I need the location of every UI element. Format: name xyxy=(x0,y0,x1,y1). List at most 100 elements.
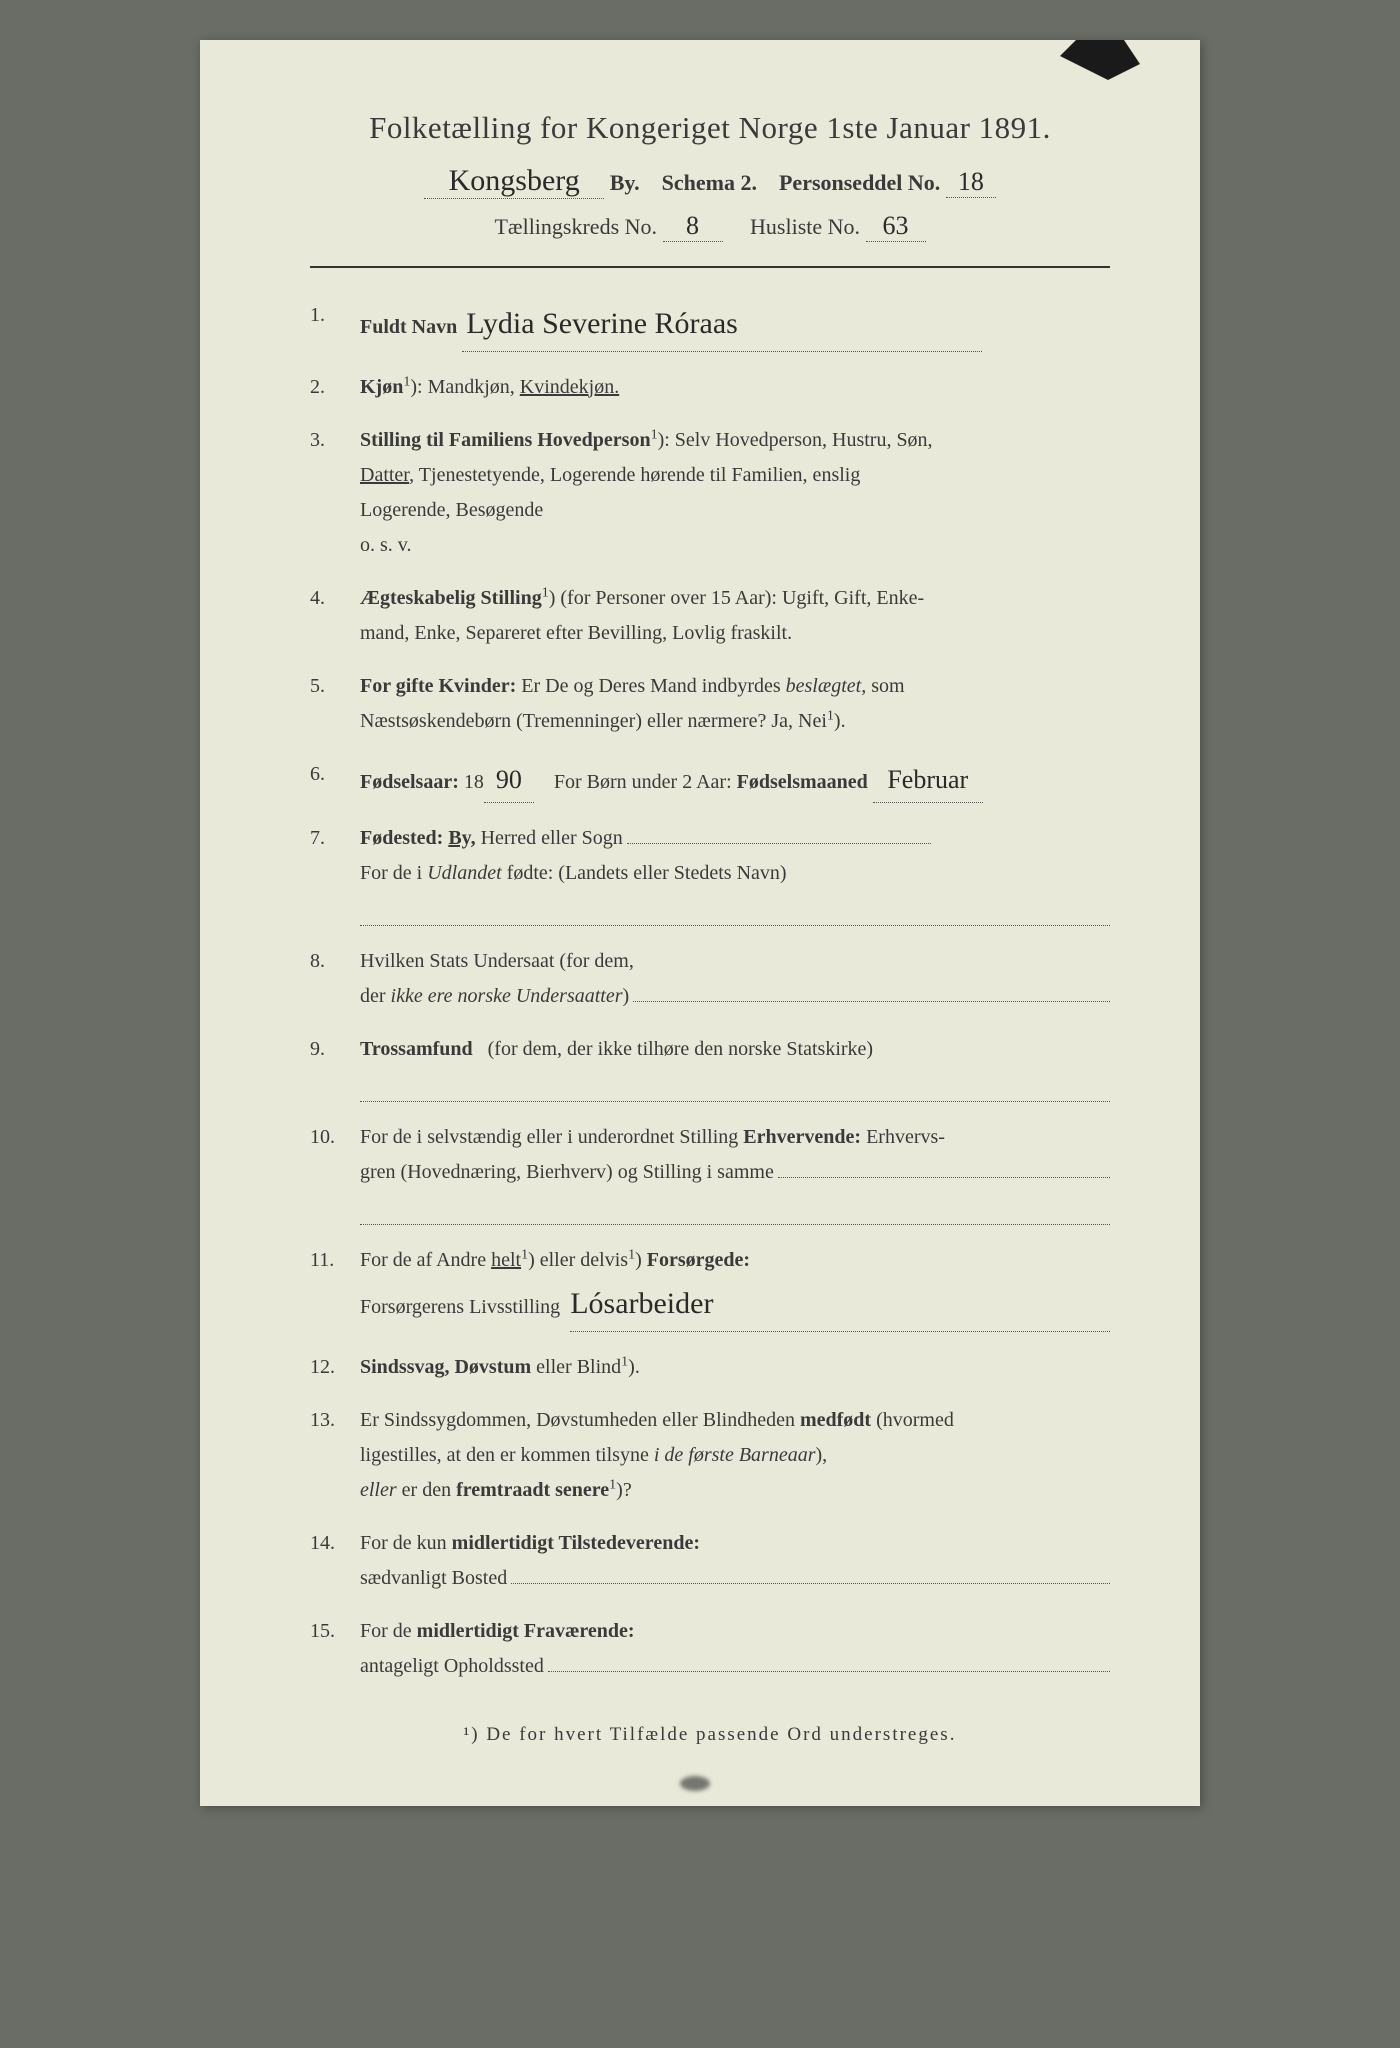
q10-text1: For de i selvstændig eller i underordnet… xyxy=(360,1126,738,1148)
q3-text1: Selv Hovedperson, Hustru, Søn, xyxy=(675,429,933,451)
q3-selected: Datter xyxy=(360,464,409,486)
divider xyxy=(310,266,1110,268)
dotted-line xyxy=(778,1156,1110,1178)
person-label: Personseddel No. xyxy=(779,170,940,195)
q4-text2: mand, Enke, Separeret efter Bevilling, L… xyxy=(360,622,792,644)
questions-list: Fuldt Navn Lydia Severine Róraas Kjøn1):… xyxy=(310,298,1110,1684)
dotted-line xyxy=(360,1078,1110,1102)
q11-underline1: helt xyxy=(491,1249,521,1271)
q5: For gifte Kvinder: Er De og Deres Mand i… xyxy=(310,669,1110,739)
husliste-no: 63 xyxy=(866,211,926,242)
q9-label: Trossamfund xyxy=(360,1038,473,1060)
q13-italic2: eller xyxy=(360,1479,397,1501)
q4-label: Ægteskabelig Stilling xyxy=(360,587,542,609)
q13-bold1: medfødt xyxy=(800,1409,871,1431)
q11-bold1: Forsørgede: xyxy=(647,1249,750,1271)
q13-text4: ), xyxy=(815,1444,827,1466)
q4-text1: Ugift, Gift, Enke- xyxy=(782,587,924,609)
q5-text1: Er De og Deres Mand indbyrdes xyxy=(521,675,780,697)
q12-text: Sindssvag, Døvstum xyxy=(360,1356,531,1378)
q9-text1: (for dem, der ikke tilhøre den norske St… xyxy=(488,1038,873,1060)
q15-bold1: midlertidigt Fraværende: xyxy=(417,1620,635,1642)
q8-italic1: ikke ere norske Undersaatter xyxy=(391,979,623,1014)
q11-text1: For de af Andre xyxy=(360,1249,486,1271)
form-subtitle-2: Tællingskreds No. 8 Husliste No. 63 xyxy=(310,211,1110,242)
kreds-label: Tællingskreds No. xyxy=(494,214,657,239)
q14-text1: For de kun xyxy=(360,1532,447,1554)
q13-text1: Er Sindssygdommen, Døvstumheden eller Bl… xyxy=(360,1409,795,1431)
q7: Fødested: By, Herred eller Sogn For de i… xyxy=(310,821,1110,926)
q3-text2: , Tjenestetyende, Logerende hørende til … xyxy=(409,464,860,486)
q6: Fødselsaar: 1890 For Børn under 2 Aar: F… xyxy=(310,757,1110,804)
footnote: ¹) De for hvert Tilfælde passende Ord un… xyxy=(310,1724,1110,1746)
q11-text3: Forsørgerens Livsstilling xyxy=(360,1290,560,1325)
q13-text5: er den xyxy=(402,1479,451,1501)
q4: Ægteskabelig Stilling1) (for Personer ov… xyxy=(310,581,1110,651)
q12-text2: eller Blind xyxy=(536,1356,621,1378)
q6-label2: Fødselsmaaned xyxy=(737,771,868,793)
q2-opt2: Kvindekjøn. xyxy=(520,376,619,398)
q15-text2: antageligt Opholdssted xyxy=(360,1649,544,1684)
q7-italic1: Udlandet xyxy=(427,862,501,884)
q11: For de af Andre helt1) eller delvis1) Fo… xyxy=(310,1243,1110,1332)
q7-text3: fødte: (Landets eller Stedets Navn) xyxy=(507,862,787,884)
schema-label: Schema 2. xyxy=(662,170,757,195)
q1: Fuldt Navn Lydia Severine Róraas xyxy=(310,298,1110,352)
q8-text1: Hvilken Stats Undersaat (for dem, xyxy=(360,950,634,972)
kreds-no: 8 xyxy=(663,211,723,242)
paper-tear xyxy=(1060,40,1140,80)
q6-year: 90 xyxy=(484,757,534,804)
q5-text3: Næstsøskendebørn (Tremenninger) eller næ… xyxy=(360,710,827,732)
q2-label: Kjøn xyxy=(360,376,403,398)
q14-bold1: midlertidigt Tilstedeverende: xyxy=(452,1532,700,1554)
q3: Stilling til Familiens Hovedperson1): Se… xyxy=(310,423,1110,563)
q3-text3: Logerende, Besøgende xyxy=(360,499,543,521)
q13: Er Sindssygdommen, Døvstumheden eller Bl… xyxy=(310,1403,1110,1508)
q7-label: Fødested: xyxy=(360,827,443,849)
census-form-page: Folketælling for Kongeriget Norge 1ste J… xyxy=(200,40,1200,1806)
q6-month: Februar xyxy=(873,757,983,804)
form-title: Folketælling for Kongeriget Norge 1ste J… xyxy=(310,110,1110,146)
dotted-line xyxy=(360,1201,1110,1225)
dotted-line xyxy=(633,980,1110,1002)
q2-opt1: Mandkjøn, xyxy=(428,376,515,398)
person-no: 18 xyxy=(946,167,996,198)
q7-text1: Herred eller Sogn xyxy=(481,821,623,856)
q7-selected: By, xyxy=(448,827,475,849)
dotted-line xyxy=(627,822,931,844)
q1-label: Fuldt Navn xyxy=(360,316,457,338)
q7-text2: For de i xyxy=(360,862,422,884)
q11-text2: eller delvis xyxy=(540,1249,628,1271)
q8: Hvilken Stats Undersaat (for dem, der ik… xyxy=(310,944,1110,1014)
q1-value: Lydia Severine Róraas xyxy=(462,298,982,352)
city-handwritten: Kongsberg xyxy=(424,164,604,199)
q2: Kjøn1): Mandkjøn, Kvindekjøn. xyxy=(310,370,1110,405)
q13-text3: ligestilles, at den er kommen tilsyne xyxy=(360,1444,649,1466)
q8-text2: der xyxy=(360,979,386,1014)
q6-text2: For Børn under 2 Aar: xyxy=(554,771,732,793)
q14-text2: sædvanligt Bosted xyxy=(360,1561,507,1596)
dotted-line xyxy=(511,1562,1110,1584)
q5-label: For gifte Kvinder: xyxy=(360,675,516,697)
q3-text4: o. s. v. xyxy=(360,534,411,556)
q15: For de midlertidigt Fraværende: antageli… xyxy=(310,1614,1110,1684)
dotted-line xyxy=(548,1650,1110,1672)
dotted-line xyxy=(360,902,1110,926)
q10-text2: Erhvervs- xyxy=(866,1126,945,1148)
q11-value: Lósarbeider xyxy=(570,1278,1110,1332)
q10-text3: gren (Hovednæring, Bierhverv) og Stillin… xyxy=(360,1155,774,1190)
q13-italic1: i de første Barneaar xyxy=(654,1444,816,1466)
q14: For de kun midlertidigt Tilstedeverende:… xyxy=(310,1526,1110,1596)
q13-bold2: fremtraadt senere xyxy=(456,1479,609,1501)
q9: Trossamfund (for dem, der ikke tilhøre d… xyxy=(310,1032,1110,1102)
q5-text2: som xyxy=(871,675,904,697)
by-label: By. xyxy=(610,170,640,195)
q3-label: Stilling til Familiens Hovedperson xyxy=(360,429,651,451)
form-subtitle-1: Kongsberg By. Schema 2. Personseddel No.… xyxy=(310,164,1110,199)
q6-prefix: 18 xyxy=(464,771,484,793)
q10-bold1: Erhvervende: xyxy=(743,1126,861,1148)
q10: For de i selvstændig eller i underordnet… xyxy=(310,1120,1110,1225)
ink-smear xyxy=(680,1776,710,1791)
q6-label: Fødselsaar: xyxy=(360,771,459,793)
q5-italic1: beslægtet, xyxy=(786,675,867,697)
